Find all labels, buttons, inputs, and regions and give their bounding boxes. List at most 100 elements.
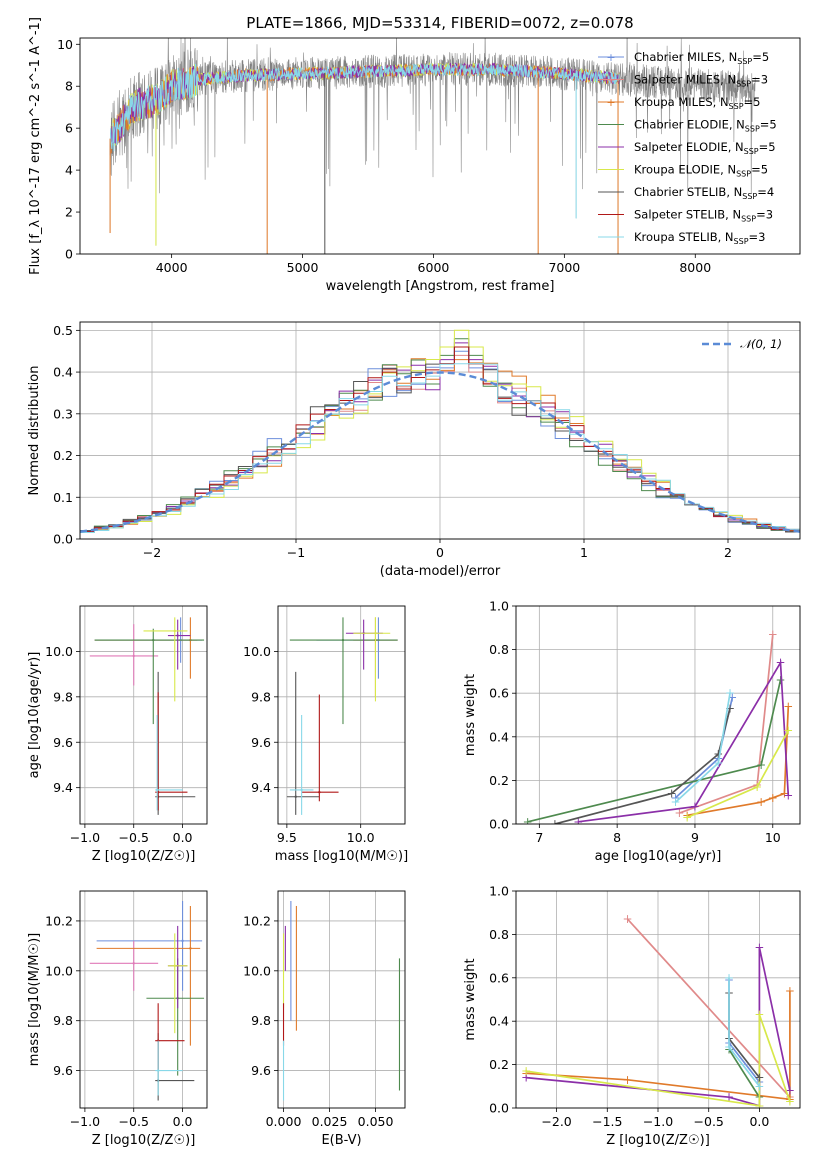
y-tick-label: 9.6 <box>53 735 73 750</box>
series-line <box>674 693 731 803</box>
legend-label-sub: SSP <box>736 170 751 179</box>
y-tick-label: 0.2 <box>53 448 73 463</box>
x-tick-label: −0.5 <box>694 1114 724 1129</box>
legend-label-text: Kroupa STELIB, N <box>634 230 734 244</box>
y-tick-label: 9.8 <box>251 1013 271 1028</box>
x-tick-label: 0.0 <box>749 1114 769 1129</box>
legend-label-text: Chabrier MILES, N <box>634 50 737 64</box>
legend-label: Kroupa STELIB, NSSP=3 <box>634 230 765 246</box>
legend-label-suffix: =5 <box>744 95 761 109</box>
legend-label: Chabrier STELIB, NSSP=4 <box>634 185 774 201</box>
y-tick-label: 9.4 <box>53 780 73 795</box>
x-tick-label: −1.0 <box>70 830 100 845</box>
legend-label-text: Kroupa ELODIE, N <box>634 163 736 177</box>
series-marker: + <box>776 656 786 670</box>
series-line <box>526 990 791 1101</box>
legend-marker: + <box>606 74 615 87</box>
legend-label: Chabrier ELODIE, NSSP=5 <box>634 118 777 134</box>
y-axis-label: Normed distribution <box>27 366 42 496</box>
legend-label-text: Salpeter ELODIE, N <box>634 140 744 154</box>
series-marker: + <box>724 971 734 985</box>
legend-label-sub: SSP <box>744 147 759 156</box>
y-tick-label: 0.2 <box>489 773 509 788</box>
plot-area <box>282 900 401 1101</box>
series-marker: + <box>727 691 737 705</box>
gaussian-curve <box>80 371 800 533</box>
series-marker: + <box>674 806 684 820</box>
data-point <box>341 638 345 642</box>
legend-label-sub: SSP <box>741 215 756 224</box>
x-tick-label: −1 <box>287 545 305 560</box>
series-marker: + <box>725 701 735 715</box>
series-marker: + <box>523 815 533 829</box>
legend-label-text: Kroupa MILES, N <box>634 95 729 109</box>
x-tick-label: 0.0 <box>173 830 193 845</box>
legend-label: Kroupa MILES, NSSP=5 <box>634 95 760 111</box>
y-tick-label: 9.8 <box>53 689 73 704</box>
x-axis-label: wavelength [Angstrom, rest frame] <box>326 279 555 294</box>
x-tick-label: 0.050 <box>358 1114 394 1129</box>
y-tick-label: 9.4 <box>251 780 271 795</box>
data-point <box>156 1069 160 1072</box>
y-tick-label: 10.0 <box>243 963 271 978</box>
y-tick-label: 0.4 <box>489 1014 509 1029</box>
x-tick-label: 4000 <box>156 260 188 275</box>
series-marker: + <box>752 778 762 792</box>
y-tick-label: 10.2 <box>243 913 271 928</box>
y-tick-label: 10.2 <box>45 913 73 928</box>
series-marker: + <box>725 686 735 700</box>
y-tick-label: 1.0 <box>489 599 509 614</box>
series-marker: + <box>756 795 766 809</box>
y-tick-label: 2 <box>65 205 73 220</box>
series-line <box>686 729 790 819</box>
y-tick-label: 10.0 <box>243 644 271 659</box>
y-tick-label: 0.2 <box>489 1057 509 1072</box>
series-marker: + <box>724 1042 734 1056</box>
series-marker: + <box>785 1094 795 1108</box>
legend-label-text: Chabrier STELIB, N <box>634 185 742 199</box>
x-axis-label: age [log10(age/yr)] <box>595 849 722 864</box>
y-tick-label: 0.8 <box>489 927 509 942</box>
figure-title: PLATE=1866, MJD=53314, FIBERID=0072, z=0… <box>246 14 633 32</box>
data-point <box>294 795 297 798</box>
x-tick-label: 0 <box>436 545 444 560</box>
series-marker: + <box>623 912 633 926</box>
series-line <box>527 679 782 823</box>
x-tick-label: −2 <box>143 545 161 560</box>
x-tick-label: 10 <box>765 830 781 845</box>
series-line <box>525 1014 791 1107</box>
series-marker: + <box>713 756 723 770</box>
x-axis-label: Z [log10(Z/Z☉)] <box>92 849 196 864</box>
legend-label-sub: SSP <box>729 102 744 111</box>
y-axis-label: age [log10(age/yr)] <box>27 652 42 779</box>
y-tick-label: 0.1 <box>53 490 73 505</box>
axes-frame <box>79 890 208 1109</box>
series-marker: + <box>783 699 793 713</box>
legend-label-suffix: =5 <box>759 140 776 154</box>
series-marker: + <box>670 791 680 805</box>
series-marker: + <box>754 940 764 954</box>
y-tick-label: 0.4 <box>489 729 509 744</box>
series-marker: + <box>670 795 680 809</box>
legend-label: Kroupa ELODIE, NSSP=5 <box>634 163 768 179</box>
series-marker: + <box>754 1079 764 1093</box>
y-tick-label: 0.6 <box>489 970 509 985</box>
series-marker: + <box>776 673 786 687</box>
y-tick-label: 0.0 <box>53 532 73 547</box>
series-marker: + <box>785 1084 795 1098</box>
y-tick-label: 0.3 <box>53 406 73 421</box>
data-point <box>173 629 176 633</box>
legend-label-suffix: =5 <box>760 118 777 132</box>
series-marker: + <box>573 815 583 829</box>
data-point <box>132 962 135 965</box>
series-marker: + <box>550 817 560 831</box>
y-tick-label: 10.0 <box>45 963 73 978</box>
panel-mass-vs-EBV: 0.000 0.025 0.050 9.6 9.8 10.0 10.2 E(B-V) <box>243 890 406 1148</box>
x-tick-label: 8000 <box>679 260 711 275</box>
legend-label: 𝒩(0, 1) <box>740 337 782 351</box>
series-marker: + <box>754 1071 764 1085</box>
data-point <box>132 654 135 658</box>
data-point <box>374 632 377 635</box>
model-spectrum <box>109 63 620 156</box>
